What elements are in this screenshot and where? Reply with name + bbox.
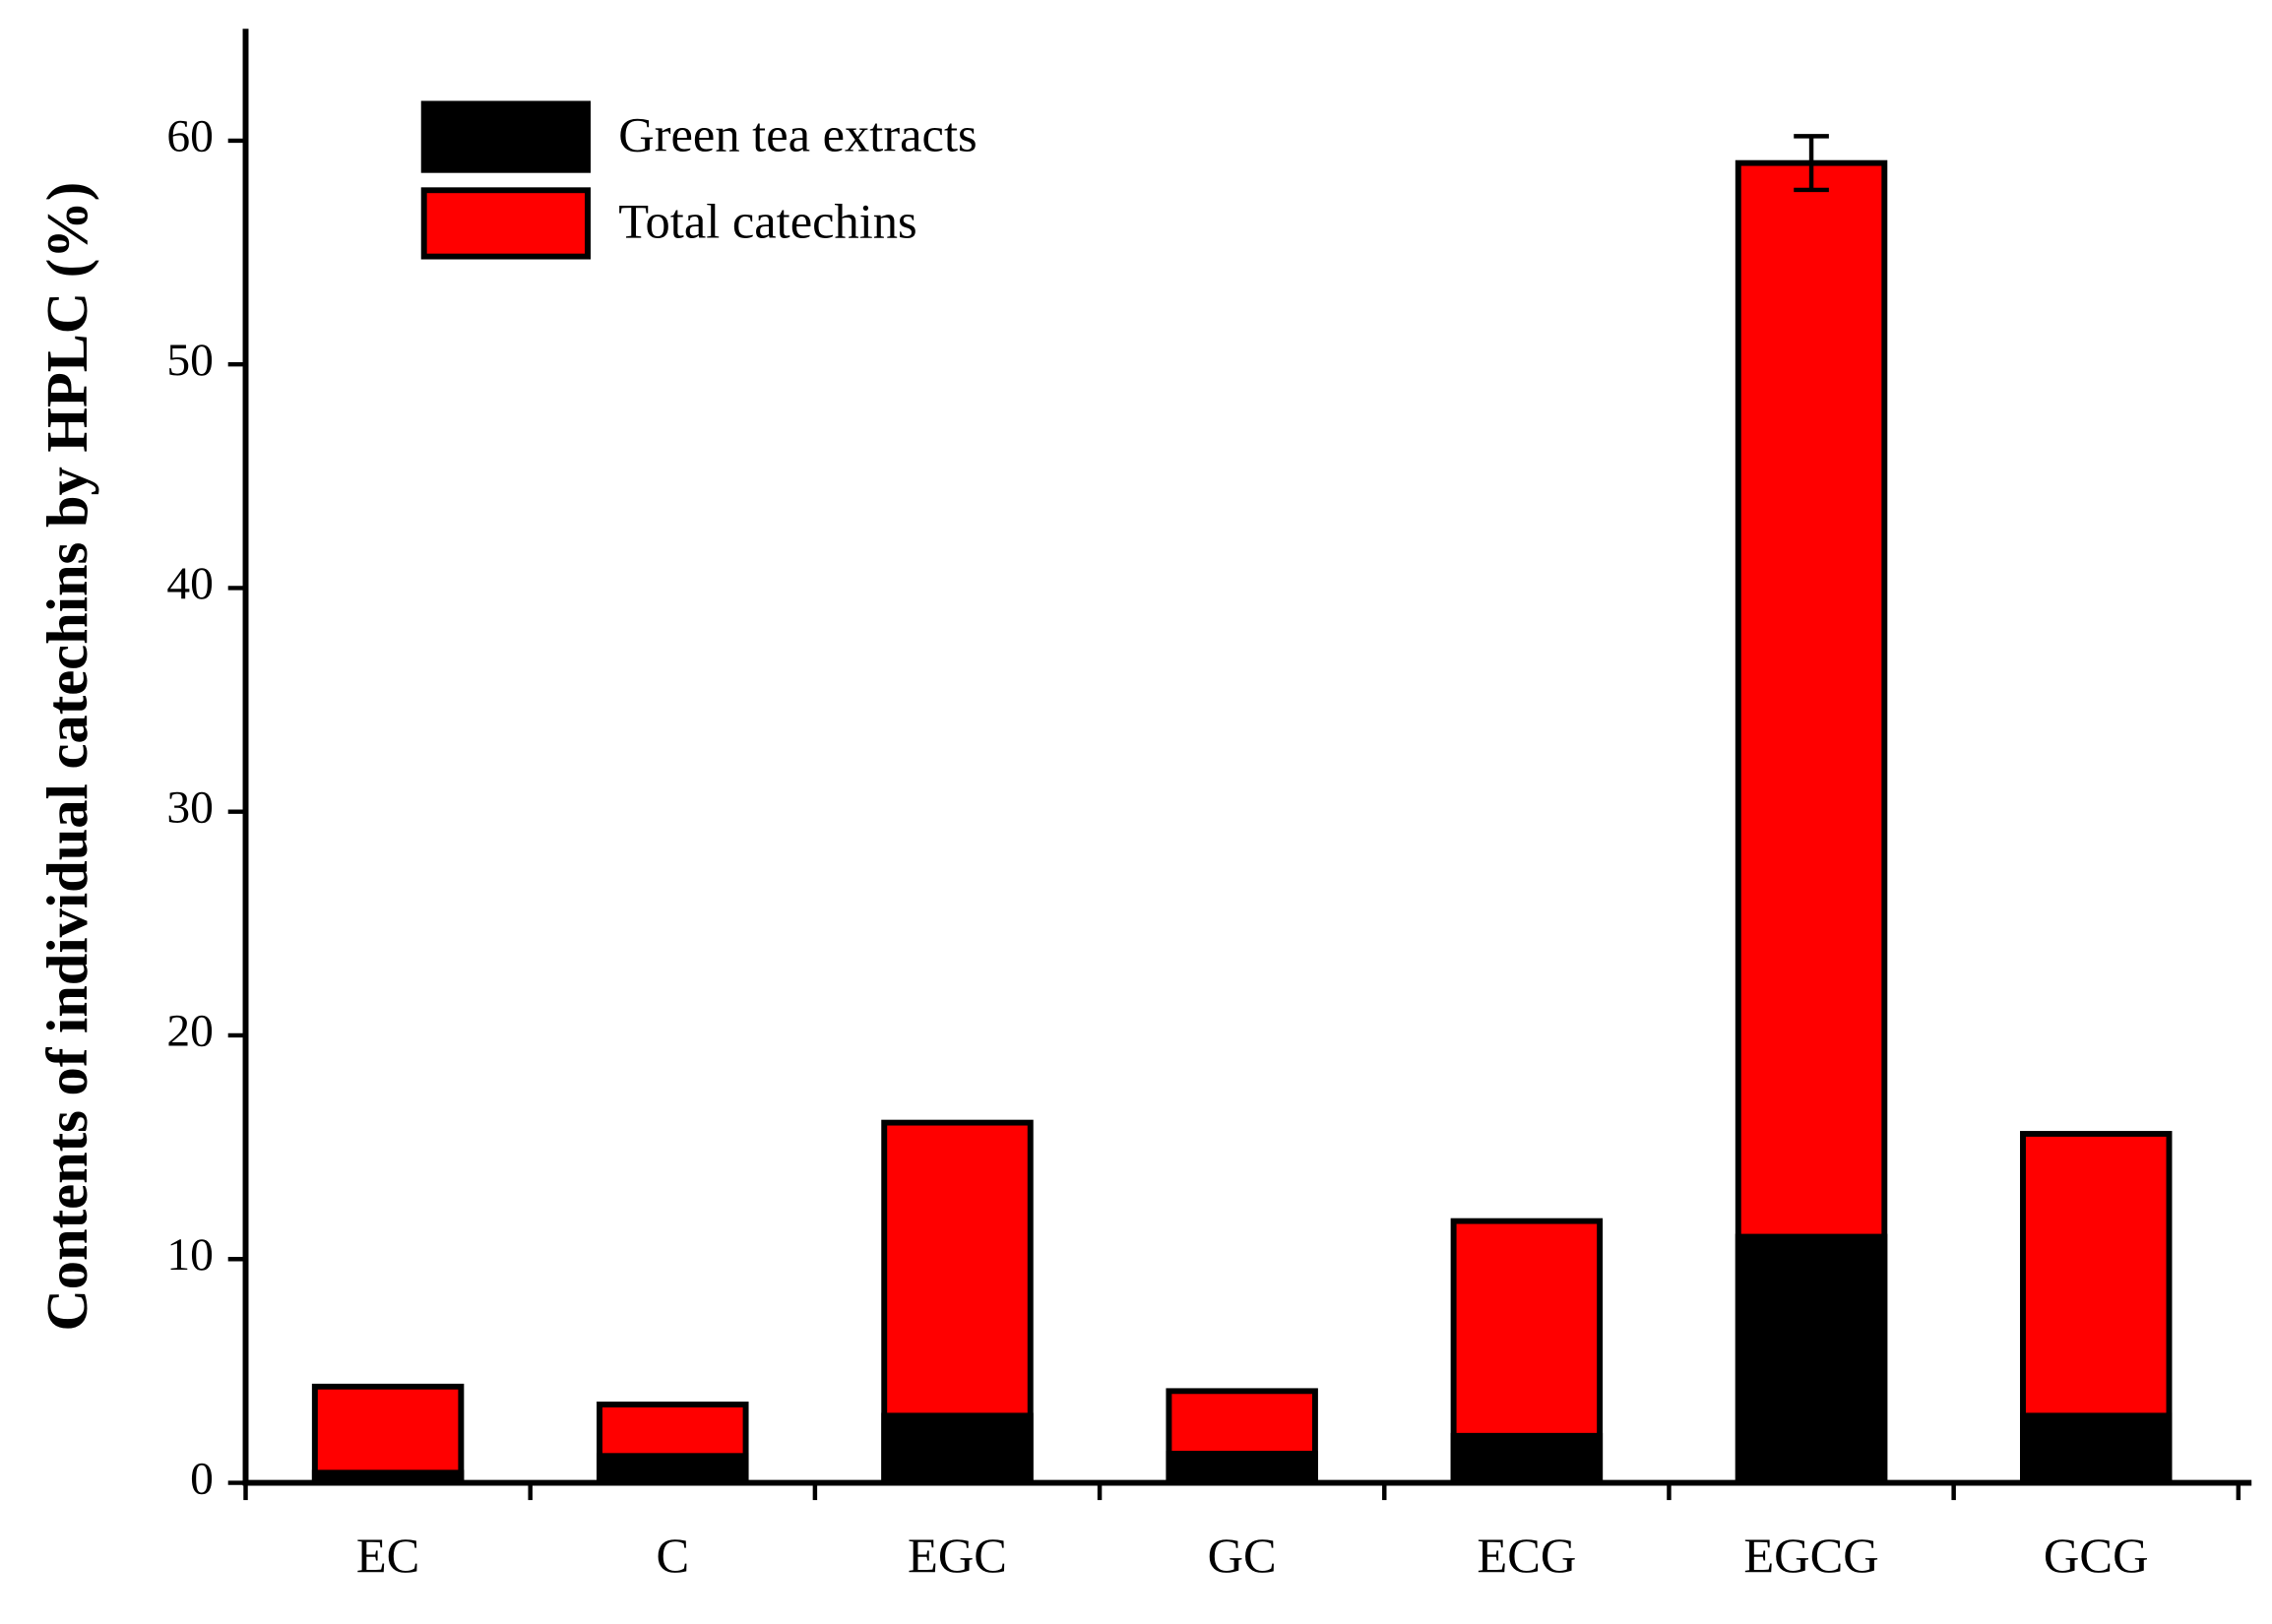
bar bbox=[1450, 1432, 1604, 1486]
bar bbox=[1166, 1451, 1318, 1486]
y-tick-label: 20 bbox=[166, 1006, 214, 1057]
bar bbox=[597, 1453, 749, 1486]
y-tick-label: 10 bbox=[166, 1229, 214, 1280]
x-tick-label: EGCG bbox=[1743, 1528, 1878, 1583]
x-tick-label: GC bbox=[1208, 1528, 1277, 1583]
x-tick-label: EGC bbox=[908, 1528, 1007, 1583]
legend-swatch bbox=[420, 187, 592, 260]
legend-label: Total catechins bbox=[618, 194, 916, 249]
bar bbox=[881, 1412, 1034, 1486]
legend-label: Green tea extracts bbox=[618, 107, 977, 162]
y-tick-label: 60 bbox=[166, 111, 214, 162]
y-tick-label: 0 bbox=[190, 1454, 214, 1505]
y-tick-label: 50 bbox=[166, 335, 214, 386]
x-tick-label: GCG bbox=[2044, 1528, 2149, 1583]
legend-swatch bbox=[420, 100, 592, 173]
bar bbox=[311, 1383, 465, 1486]
bar bbox=[1735, 1233, 1888, 1486]
x-tick-label: ECG bbox=[1477, 1528, 1576, 1583]
y-tick-label: 30 bbox=[166, 782, 214, 834]
x-tick-label: C bbox=[656, 1528, 689, 1583]
x-tick-label: EC bbox=[356, 1528, 420, 1583]
y-axis-title: Contents of individual catechins by HPLC… bbox=[34, 182, 99, 1332]
y-tick-label: 40 bbox=[166, 558, 214, 609]
bar bbox=[2020, 1412, 2173, 1486]
